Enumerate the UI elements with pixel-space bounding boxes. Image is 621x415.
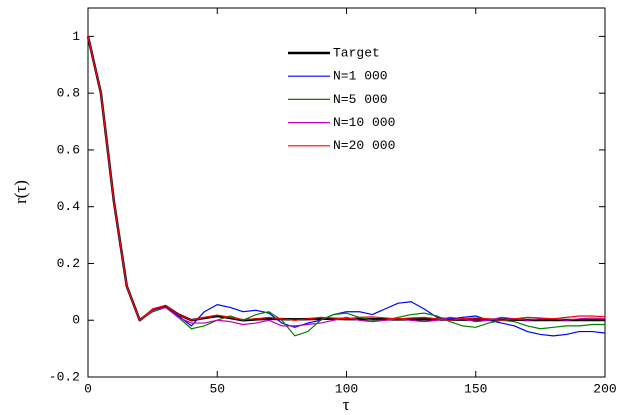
y-tick-label: 0.6 <box>57 142 80 157</box>
y-tick-label: 0.2 <box>57 256 80 271</box>
data-line <box>87 36 606 321</box>
y-tick-label: 0.4 <box>57 199 81 214</box>
x-tick-label: 200 <box>593 381 616 396</box>
y-axis-label: r(τ) <box>11 180 30 204</box>
legend-label: N=20 000 <box>333 138 395 153</box>
y-tick-label: 1 <box>72 29 80 44</box>
data-line <box>87 36 606 337</box>
data-line <box>87 36 606 327</box>
x-tick-label: 100 <box>335 381 358 396</box>
legend-label: N=10 000 <box>333 115 395 130</box>
legend-label: N=5 000 <box>333 92 388 107</box>
x-tick-label: 50 <box>209 381 225 396</box>
legend-label: N=1 000 <box>333 69 388 84</box>
y-tick-label: -0.2 <box>49 369 80 384</box>
y-tick-label: 0 <box>72 313 80 328</box>
legend-label: Target <box>333 45 380 60</box>
x-tick-label: 0 <box>84 381 92 396</box>
y-tick-label: 0.8 <box>57 86 80 101</box>
plot-area <box>87 7 606 378</box>
x-axis-label: τ <box>343 395 350 414</box>
x-tick-label: 150 <box>464 381 487 396</box>
